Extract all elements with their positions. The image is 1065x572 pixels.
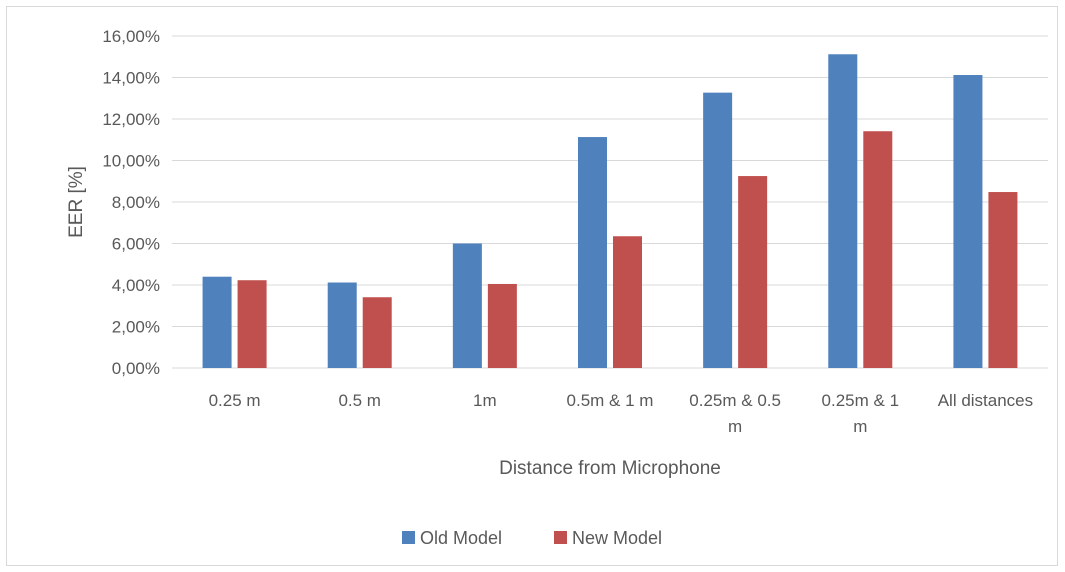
- legend: Old Model New Model: [402, 528, 662, 548]
- y-tick-label: 12,00%: [102, 110, 160, 129]
- y-axis-title: EER [%]: [66, 166, 87, 238]
- y-tick-label: 10,00%: [102, 152, 160, 171]
- y-tick-label: 14,00%: [102, 69, 160, 88]
- y-tick-label: 0,00%: [112, 359, 160, 378]
- x-axis-title: Distance from Microphone: [499, 458, 721, 479]
- bar-new-model: [487, 283, 517, 368]
- bar-old-model: [202, 276, 232, 368]
- bar-old-model: [828, 54, 858, 368]
- bar-new-model: [362, 297, 392, 368]
- y-tick-label: 2,00%: [112, 318, 160, 337]
- gridlines: [172, 35, 1048, 369]
- bar-new-model: [988, 192, 1018, 368]
- y-tick-label: 16,00%: [102, 27, 160, 46]
- x-tick-labels: 0.25 m 0.5 m 1m 0.5m & 1 m 0.25m & 0.5 m 0.25m…: [209, 391, 1034, 436]
- bar-new-model: [237, 280, 267, 368]
- legend-label-old-model: Old Model: [420, 528, 502, 548]
- x-tick-label: 0.5m & 1 m: [567, 391, 654, 410]
- x-tick-label: 0.25m & 0.5: [689, 391, 781, 410]
- bar-old-model: [703, 92, 733, 369]
- bar-old-model: [953, 75, 983, 368]
- bar-old-model: [452, 243, 482, 368]
- y-tick-label: 6,00%: [112, 235, 160, 254]
- bar-old-model: [578, 137, 607, 368]
- bar-new-model: [738, 176, 768, 368]
- bars: [202, 54, 1018, 369]
- x-tick-label: m: [728, 417, 742, 436]
- legend-swatch-new-model: [554, 531, 567, 544]
- bar-new-model: [863, 131, 893, 368]
- y-tick-labels: 0,00% 2,00% 4,00% 6,00% 8,00% 10,00% 12,00% 14,…: [102, 27, 160, 378]
- y-tick-label: 8,00%: [112, 193, 160, 212]
- y-tick-label: 4,00%: [112, 276, 160, 295]
- legend-label-new-model: New Model: [572, 528, 662, 548]
- x-tick-label: m: [853, 417, 867, 436]
- x-tick-label: 0.5 m: [338, 391, 381, 410]
- chart-frame: [6, 6, 1058, 566]
- x-tick-label: 0.25 m: [209, 391, 261, 410]
- x-tick-label: 1m: [473, 391, 497, 410]
- legend-swatch-old-model: [402, 531, 415, 544]
- bar-new-model: [613, 236, 642, 368]
- x-tick-label: All distances: [938, 391, 1033, 410]
- x-tick-label: 0.25m & 1: [822, 391, 900, 410]
- bar-old-model: [327, 282, 357, 368]
